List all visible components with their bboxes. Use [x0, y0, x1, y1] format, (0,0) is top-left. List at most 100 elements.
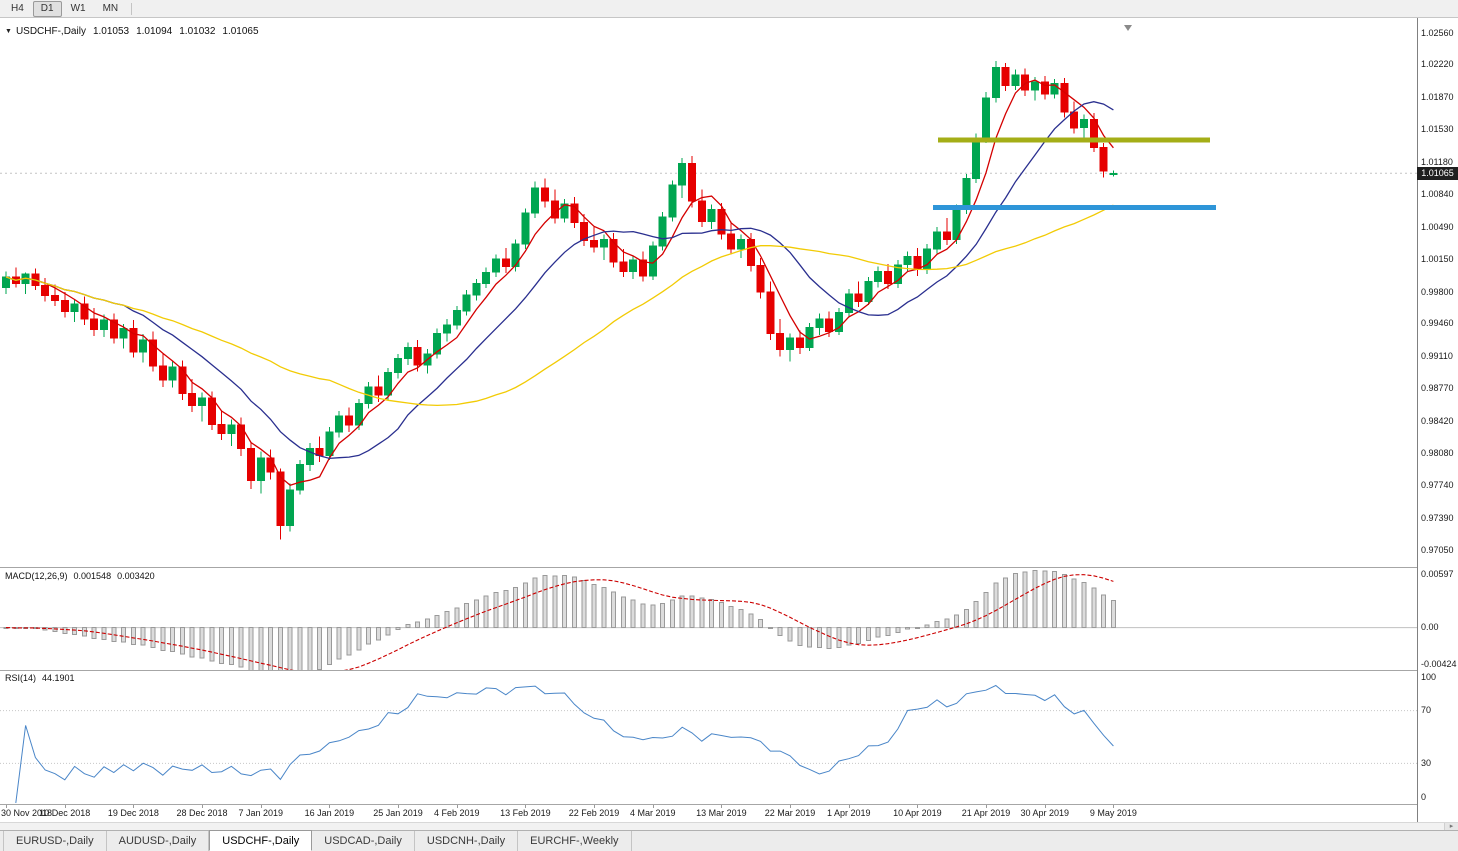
- macd-canvas[interactable]: [0, 568, 1417, 670]
- main-chart-canvas[interactable]: [0, 18, 1417, 567]
- ohlc-low: 1.01032: [179, 26, 216, 37]
- chart-tab-usdchf-daily[interactable]: USDCHF-,Daily: [209, 830, 313, 851]
- price-tick-label: 0.99800: [1421, 286, 1454, 297]
- rsi-label: RSI(14) 44.1901: [5, 673, 75, 683]
- price-tick-label: 1.00840: [1421, 188, 1454, 199]
- toolbar-separator: [131, 2, 133, 15]
- date-label: 19 Dec 2018: [107, 808, 159, 818]
- rsi-canvas[interactable]: [0, 671, 1417, 803]
- rsi-line: [15, 684, 1114, 803]
- date-label: 10 Dec 2018: [39, 808, 91, 818]
- timeframe-button-mn[interactable]: MN: [102, 2, 119, 14]
- date-tick: [6, 805, 7, 808]
- ma-5-line: [5, 79, 1114, 487]
- date-label: 21 Apr 2019: [961, 808, 1011, 818]
- date-tick: [398, 805, 399, 808]
- price-tick-label: 0.97050: [1421, 544, 1454, 555]
- expander-icon[interactable]: ▼: [5, 28, 12, 35]
- rsi-tick-label: 30: [1421, 757, 1432, 768]
- horizontal-scrollbar[interactable]: ▸: [0, 822, 1458, 830]
- price-tick-label: 0.97740: [1421, 479, 1454, 490]
- date-tick: [986, 805, 987, 808]
- timeframe-button-h4[interactable]: H4: [11, 2, 24, 14]
- date-label: 10 Apr 2019: [893, 808, 942, 818]
- macd-label: MACD(12,26,9) 0.001548 0.003420: [5, 571, 155, 581]
- right-arrow-icon: ▸: [1449, 823, 1454, 830]
- panel-separator[interactable]: [0, 670, 1458, 671]
- date-label: 22 Feb 2019: [568, 808, 620, 818]
- candles: [2, 61, 1118, 540]
- date-tick: [1113, 805, 1115, 808]
- date-label: 4 Mar 2019: [630, 808, 676, 818]
- chart-tab-eurusd-daily[interactable]: EURUSD-,Daily: [3, 831, 107, 851]
- rsi-tick-label: 0: [1421, 791, 1427, 802]
- panel-separator[interactable]: [0, 567, 1458, 568]
- date-label: 4 Feb 2019: [434, 808, 480, 818]
- date-tick: [456, 805, 458, 808]
- chart-tab-usdcad-daily[interactable]: USDCAD-,Daily: [312, 831, 415, 851]
- scroll-right-button[interactable]: ▸: [1444, 823, 1458, 830]
- rsi-value: 44.1901: [42, 673, 75, 683]
- date-tick: [790, 805, 791, 808]
- ma-13-line: [5, 101, 1114, 460]
- price-tick-label: 1.01870: [1421, 92, 1454, 103]
- macd-tick-label: -0.00424: [1421, 658, 1457, 669]
- chart-tabs-bar: EURUSD-,Daily AUDUSD-,Daily USDCHF-,Daily U…: [0, 830, 1458, 851]
- timeframe-toolbar: H4 D1 W1 MN: [0, 0, 1458, 18]
- price-tick-label: 0.97390: [1421, 512, 1454, 523]
- macd-histogram: [3, 570, 1116, 670]
- macd-value-signal: 0.003420: [117, 571, 155, 581]
- timeframe-button-w1[interactable]: W1: [70, 2, 86, 14]
- rsi-name: RSI(14): [5, 673, 37, 683]
- timeframe-button-d1[interactable]: D1: [32, 0, 62, 17]
- date-tick: [64, 805, 66, 808]
- current-price-badge: 1.01065: [1417, 166, 1458, 180]
- date-label: 16 Jan 2019: [304, 808, 355, 818]
- price-tick-label: 0.99110: [1421, 351, 1453, 362]
- macd-tick-label: 0.00: [1421, 622, 1439, 633]
- macd-tick-label: 0.00597: [1421, 568, 1454, 579]
- price-tick-label: 1.00490: [1421, 221, 1454, 232]
- date-label: 22 Mar 2019: [764, 808, 816, 818]
- chart-title: ▼ USDCHF-,Daily 1.01053 1.01094 1.01032 1.010…: [5, 26, 259, 37]
- date-tick: [133, 805, 135, 808]
- price-tick-label: 1.01530: [1421, 124, 1454, 135]
- macd-signal-line: [5, 574, 1114, 670]
- ma-lines: [5, 79, 1114, 487]
- price-tick-label: 1.00150: [1421, 253, 1454, 264]
- chart-tab-usdcnh-daily[interactable]: USDCNH-,Daily: [415, 831, 519, 851]
- date-label: 9 May 2019: [1089, 808, 1137, 818]
- date-label: 13 Mar 2019: [696, 808, 747, 818]
- date-tick: [525, 805, 527, 808]
- symbol-title: USDCHF-,Daily: [15, 26, 86, 37]
- rsi-tick-label: 100: [1421, 671, 1437, 682]
- price-tick-label: 1.02220: [1421, 59, 1454, 70]
- ma-34-line: [5, 204, 1114, 407]
- date-tick: [721, 805, 723, 808]
- chart-tab-eurchf-weekly[interactable]: EURCHF-,Weekly: [518, 831, 632, 851]
- panel-separator: [0, 804, 1458, 805]
- date-label: 1 Apr 2019: [827, 808, 871, 818]
- ohlc-close: 1.01065: [222, 26, 259, 37]
- date-tick: [652, 805, 654, 808]
- price-tick-label: 0.98770: [1421, 383, 1454, 394]
- date-axis[interactable]: 30 Nov 2018 10 Dec 2018 19 Dec 2018 28 Dec …: [0, 805, 1417, 822]
- rsi-tick-label: 70: [1421, 705, 1432, 716]
- date-tick: [594, 805, 595, 808]
- ohlc-open: 1.01053: [92, 26, 130, 37]
- date-tick: [1044, 805, 1046, 808]
- chart-tab-audusd-daily[interactable]: AUDUSD-,Daily: [107, 831, 210, 851]
- chart-shift-marker[interactable]: [1124, 25, 1132, 31]
- price-scale[interactable]: 1.02560 1.02220 1.01870 1.01530 1.01180 1.008…: [1417, 18, 1458, 822]
- macd-value-main: 0.001548: [73, 571, 112, 581]
- date-label: 25 Jan 2019: [373, 808, 423, 818]
- macd-name: MACD(12,26,9): [5, 571, 68, 581]
- date-label: 13 Feb 2019: [500, 808, 551, 818]
- date-label: 7 Jan 2019: [238, 808, 284, 818]
- date-label: 30 Nov 2018: [1, 808, 53, 818]
- date-tick: [848, 805, 850, 808]
- date-label: 30 Apr 2019: [1020, 808, 1070, 818]
- date-tick: [202, 805, 203, 808]
- price-tick-label: 0.99460: [1421, 318, 1454, 329]
